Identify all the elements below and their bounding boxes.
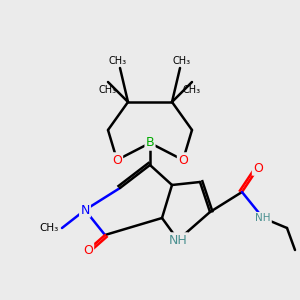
Text: O: O xyxy=(112,154,122,166)
Text: CH₃: CH₃ xyxy=(99,85,117,95)
Text: NH: NH xyxy=(169,233,188,247)
Text: CH₃: CH₃ xyxy=(183,85,201,95)
Text: NH: NH xyxy=(255,213,271,223)
Text: O: O xyxy=(178,154,188,166)
Text: B: B xyxy=(146,136,154,149)
Text: CH₃: CH₃ xyxy=(40,223,59,233)
Text: CH₃: CH₃ xyxy=(109,56,127,66)
Text: O: O xyxy=(83,244,93,256)
Text: N: N xyxy=(80,203,90,217)
Text: O: O xyxy=(253,161,263,175)
Text: CH₃: CH₃ xyxy=(173,56,191,66)
